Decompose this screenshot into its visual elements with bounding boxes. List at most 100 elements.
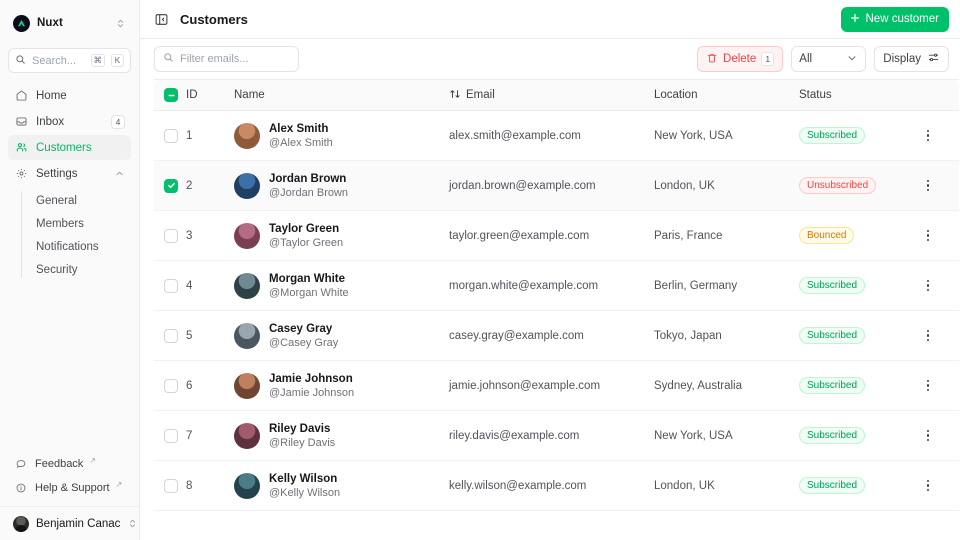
filter-emails-input[interactable]: Filter emails... xyxy=(154,46,299,72)
sidebar-nav: Home Inbox 4 Customers Settings xyxy=(0,83,139,281)
ellipsis-vertical-icon[interactable] xyxy=(919,429,937,442)
table-row[interactable]: 2 Jordan Brown @Jordan Brown jordan.brow… xyxy=(154,160,959,211)
display-label: Display xyxy=(883,53,921,65)
sidebar-item-settings[interactable]: Settings xyxy=(8,161,131,186)
user-menu[interactable]: Benjamin Canac xyxy=(0,506,139,540)
ellipsis-vertical-icon[interactable] xyxy=(919,129,937,142)
team-switcher[interactable]: Nuxt xyxy=(8,6,131,40)
cell-email: alex.smith@example.com xyxy=(449,110,654,161)
table-row[interactable]: 3 Taylor Green @Taylor Green taylor.gree… xyxy=(154,210,959,261)
column-header-name[interactable]: Name xyxy=(234,79,449,111)
cell-id: 6 xyxy=(186,360,234,411)
row-checkbox[interactable] xyxy=(164,128,178,143)
sidebar-item-notifications[interactable]: Notifications xyxy=(29,235,131,258)
table-row[interactable]: 6 Jamie Johnson @Jamie Johnson jamie.joh… xyxy=(154,360,959,411)
display-button[interactable]: Display xyxy=(874,46,949,72)
column-header-location[interactable]: Location xyxy=(654,79,799,111)
avatar xyxy=(234,222,260,249)
ellipsis-vertical-icon[interactable] xyxy=(919,479,937,492)
ellipsis-vertical-icon[interactable] xyxy=(919,379,937,392)
cell-email: kelly.wilson@example.com xyxy=(449,460,654,511)
sidebar-item-security[interactable]: Security xyxy=(29,258,131,281)
column-header-email-label: Email xyxy=(466,89,495,101)
delete-button[interactable]: Delete 1 xyxy=(697,46,784,72)
status-filter-select[interactable]: All xyxy=(791,46,867,72)
external-link-icon: ↗ xyxy=(115,480,123,489)
gear-icon xyxy=(14,167,28,181)
cell-name: Morgan White @Morgan White xyxy=(234,260,449,311)
sidebar-item-customers[interactable]: Customers xyxy=(8,135,131,160)
cell-location: London, UK xyxy=(654,460,799,511)
cell-name: Taylor Green @Taylor Green xyxy=(234,210,449,261)
new-customer-button[interactable]: New customer xyxy=(840,6,949,32)
table-header-row: ID Name Email Location Status xyxy=(154,79,959,111)
avatar xyxy=(234,472,260,499)
avatar xyxy=(234,272,260,299)
row-checkbox[interactable] xyxy=(164,278,178,293)
link-label: Feedback xyxy=(35,457,84,470)
ellipsis-vertical-icon[interactable] xyxy=(919,229,937,242)
cell-name: Jamie Johnson @Jamie Johnson xyxy=(234,360,449,411)
sliders-icon xyxy=(927,51,940,67)
chat-bubble-icon xyxy=(14,457,27,470)
cell-id: 3 xyxy=(186,210,234,261)
chevron-down-icon xyxy=(846,52,858,67)
customer-handle: @Taylor Green xyxy=(269,236,344,249)
table-row[interactable]: 7 Riley Davis @Riley Davis riley.davis@e… xyxy=(154,410,959,461)
sidebar-item-inbox[interactable]: Inbox 4 xyxy=(8,109,131,134)
row-checkbox[interactable] xyxy=(164,228,178,243)
row-checkbox[interactable] xyxy=(164,178,178,193)
sidebar-item-members[interactable]: Members xyxy=(29,212,131,235)
cell-status: Subscribed xyxy=(799,460,919,511)
home-icon xyxy=(14,89,28,103)
settings-subnav: General Members Notifications Security xyxy=(8,189,131,281)
row-checkbox[interactable] xyxy=(164,378,178,393)
search-icon xyxy=(15,52,26,70)
sidebar: Nuxt Search... ⌘ K Home xyxy=(0,0,140,540)
row-checkbox[interactable] xyxy=(164,428,178,443)
cell-actions xyxy=(919,410,959,461)
cell-email: casey.gray@example.com xyxy=(449,310,654,361)
cell-actions xyxy=(919,260,959,311)
ellipsis-vertical-icon[interactable] xyxy=(919,179,937,192)
column-header-status[interactable]: Status xyxy=(799,79,919,111)
column-header-id[interactable]: ID xyxy=(186,79,234,111)
table-row[interactable]: 5 Casey Gray @Casey Gray casey.gray@exam… xyxy=(154,310,959,361)
customer-name: Jordan Brown xyxy=(269,172,347,185)
ellipsis-vertical-icon[interactable] xyxy=(919,329,937,342)
subnav-label: General xyxy=(36,194,77,207)
cell-id: 7 xyxy=(186,410,234,461)
customer-handle: @Kelly Wilson xyxy=(269,486,341,499)
filter-placeholder: Filter emails... xyxy=(180,53,249,65)
sidebar-item-label: Home xyxy=(36,89,67,102)
table-head: ID Name Email Location Status xyxy=(154,79,959,111)
customers-table: ID Name Email Location Status xyxy=(154,79,959,511)
status-badge: Bounced xyxy=(799,227,855,244)
column-header-email[interactable]: Email xyxy=(449,79,654,111)
cell-id: 5 xyxy=(186,310,234,361)
select-all-checkbox[interactable] xyxy=(164,88,178,102)
customer-name: Kelly Wilson xyxy=(269,472,338,485)
table-row[interactable]: 4 Morgan White @Morgan White morgan.whit… xyxy=(154,260,959,311)
search-input[interactable]: Search... ⌘ K xyxy=(8,48,131,73)
sidebar-item-help-support[interactable]: Help & Support ↗ xyxy=(8,476,131,499)
panel-collapse-icon[interactable] xyxy=(154,11,170,27)
search-icon xyxy=(163,50,174,68)
customers-table-wrap: ID Name Email Location Status xyxy=(140,79,960,540)
status-badge: Subscribed xyxy=(799,277,866,294)
sidebar-item-feedback[interactable]: Feedback ↗ xyxy=(8,452,131,475)
row-checkbox[interactable] xyxy=(164,478,178,493)
table-row[interactable]: 1 Alex Smith @Alex Smith alex.smith@exam… xyxy=(154,110,959,161)
table-row[interactable]: 8 Kelly Wilson @Kelly Wilson kelly.wilso… xyxy=(154,460,959,511)
top-bar: Customers New customer xyxy=(140,0,960,39)
cell-name: Kelly Wilson @Kelly Wilson xyxy=(234,460,449,511)
avatar xyxy=(234,422,260,449)
sidebar-item-home[interactable]: Home xyxy=(8,83,131,108)
cell-status: Bounced xyxy=(799,210,919,261)
customer-name: Morgan White xyxy=(269,272,346,285)
cell-status: Unsubscribed xyxy=(799,160,919,211)
row-checkbox[interactable] xyxy=(164,328,178,343)
sidebar-item-general[interactable]: General xyxy=(29,189,131,212)
kbd-k: K xyxy=(111,54,124,67)
ellipsis-vertical-icon[interactable] xyxy=(919,279,937,292)
